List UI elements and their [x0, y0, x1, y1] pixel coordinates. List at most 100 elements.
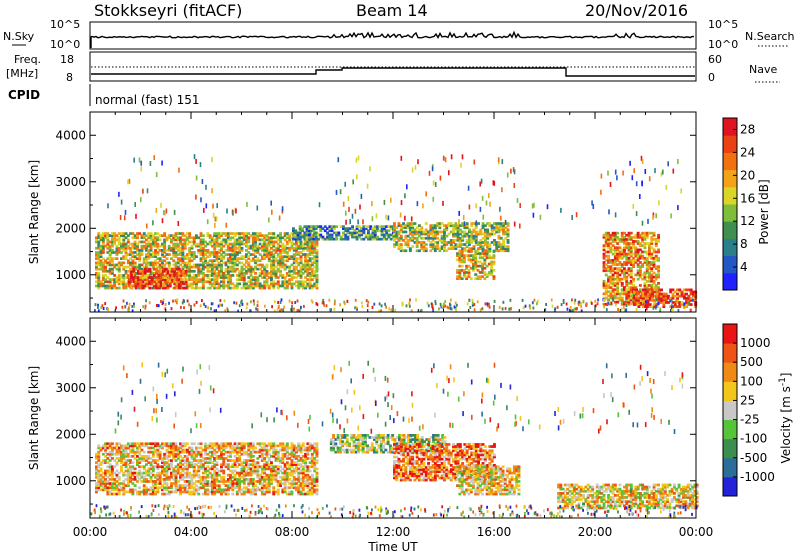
data-cell	[172, 448, 176, 452]
data-cell	[447, 224, 451, 227]
data-cell	[208, 467, 212, 471]
data-cell	[461, 222, 465, 225]
data-cell	[183, 263, 187, 267]
data-cell	[299, 276, 303, 279]
data-cell	[108, 486, 112, 490]
data-cell	[224, 269, 228, 273]
data-cell	[176, 253, 180, 256]
data-cell	[611, 240, 615, 243]
data-cell	[251, 238, 255, 242]
data-cell	[213, 463, 217, 466]
data-cell	[650, 286, 654, 289]
data-cell	[101, 269, 105, 273]
data-cell	[220, 452, 223, 456]
data-cell	[97, 457, 101, 460]
data-cell	[145, 444, 148, 448]
data-cell	[604, 250, 608, 254]
data-cell	[130, 267, 133, 271]
data-cell	[639, 301, 643, 304]
data-cell	[629, 261, 633, 264]
data-cell	[479, 228, 483, 232]
data-cell	[380, 304, 383, 308]
data-cell	[220, 446, 223, 450]
data-cell	[181, 467, 185, 471]
data-cell	[168, 274, 172, 277]
data-cell	[204, 475, 207, 479]
data-cell	[124, 249, 128, 252]
data-cell	[165, 463, 169, 466]
data-cell	[208, 234, 212, 237]
data-cell	[354, 298, 357, 302]
data-cell	[138, 486, 142, 490]
data-cell	[270, 236, 273, 240]
data-cell	[117, 282, 121, 286]
data-cell	[231, 249, 235, 252]
data-cell	[456, 252, 459, 255]
data-cell	[106, 452, 110, 456]
data-cell	[185, 238, 189, 242]
data-cell	[163, 457, 167, 460]
data-cell	[184, 272, 188, 275]
data-cell	[157, 276, 161, 279]
data-cell	[151, 446, 155, 450]
data-cell	[402, 249, 405, 253]
data-cell	[382, 225, 386, 228]
data-cell	[171, 278, 174, 281]
data-cell	[165, 486, 169, 490]
data-cell	[151, 488, 155, 492]
data-cell	[650, 256, 654, 260]
data-cell	[151, 482, 155, 485]
data-cell	[183, 444, 187, 448]
data-cell	[279, 253, 282, 256]
data-cell	[652, 233, 656, 237]
data-cell	[267, 276, 271, 279]
data-cell	[647, 218, 649, 224]
data-cell	[113, 234, 117, 237]
data-cell	[461, 243, 465, 246]
data-cell	[643, 261, 647, 264]
data-cell	[281, 236, 285, 240]
data-cell	[97, 232, 101, 235]
nsearch-tick-high: 10^5	[708, 18, 738, 31]
data-cell	[670, 304, 673, 308]
data-cell	[195, 490, 198, 494]
data-cell	[657, 286, 660, 289]
data-cell	[197, 278, 201, 281]
data-cell	[636, 248, 640, 252]
data-cell	[613, 288, 617, 291]
data-cell	[602, 269, 606, 273]
data-cell	[199, 455, 203, 458]
data-cell	[641, 244, 645, 247]
data-cell	[620, 248, 624, 252]
data-cell	[660, 299, 663, 302]
data-cell	[454, 234, 458, 238]
data-cell	[156, 471, 160, 475]
data-cell	[131, 473, 135, 477]
power-data	[94, 154, 698, 313]
data-cell	[217, 486, 221, 490]
data-cell	[256, 257, 260, 260]
y-tick-label: 2000	[55, 221, 86, 235]
data-cell	[101, 304, 104, 308]
data-cell	[190, 282, 194, 286]
data-cell	[432, 196, 435, 202]
data-cell	[673, 301, 677, 304]
data-cell	[210, 444, 214, 448]
data-cell	[644, 305, 648, 308]
data-cell	[199, 249, 203, 252]
data-cell	[136, 450, 139, 454]
data-cell	[215, 442, 219, 446]
data-cell	[303, 235, 307, 239]
data-cell	[310, 274, 314, 277]
data-cell	[618, 240, 622, 243]
data-cell	[229, 238, 232, 242]
data-cell	[158, 465, 162, 469]
data-cell	[629, 298, 633, 302]
data-cell	[197, 251, 201, 254]
data-cell	[325, 304, 328, 308]
data-cell	[256, 276, 260, 279]
data-cell	[256, 263, 260, 267]
data-cell	[288, 274, 292, 277]
data-cell	[97, 482, 101, 485]
data-cell	[657, 233, 660, 237]
